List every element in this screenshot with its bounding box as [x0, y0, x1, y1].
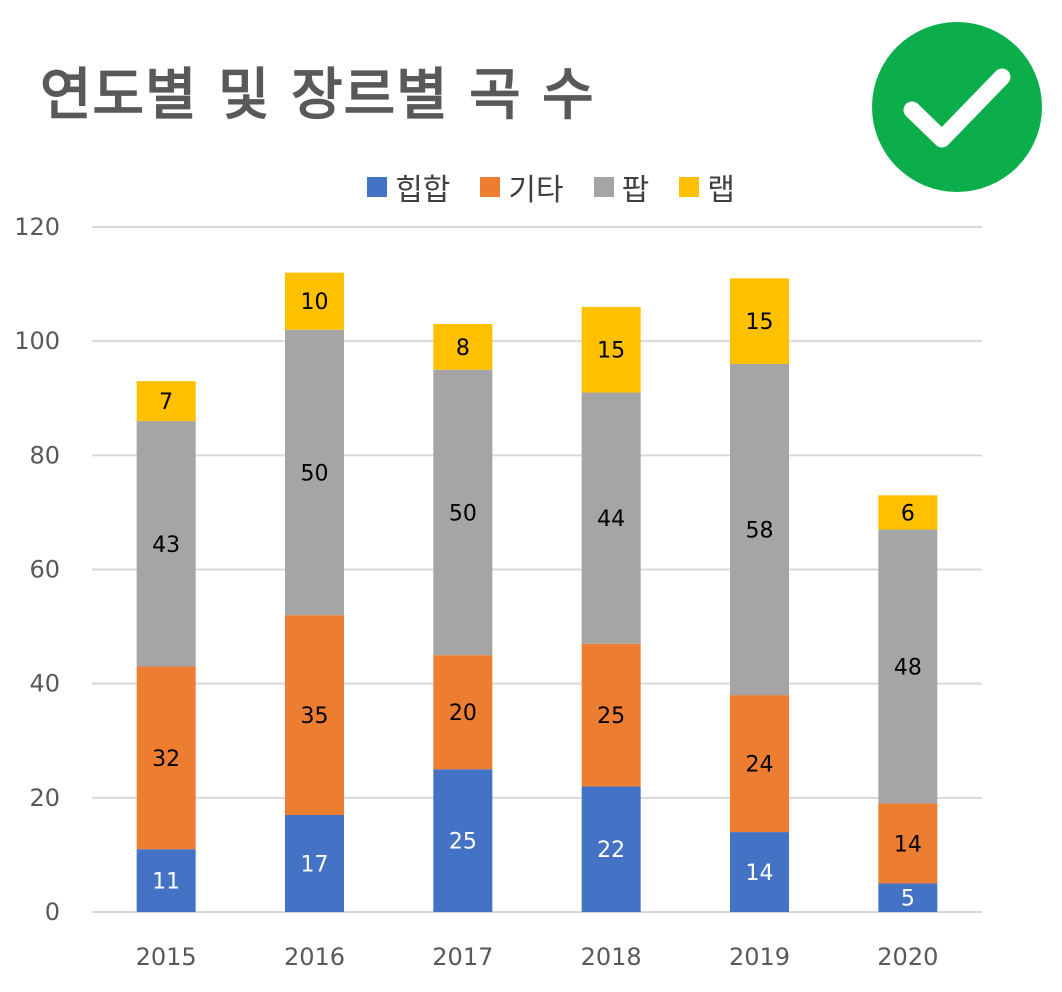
data-label: 58 [746, 519, 774, 544]
bar-segment [136, 421, 196, 667]
bar-segment [878, 803, 938, 884]
check-circle-icon [872, 22, 1042, 192]
x-tick-label: 2020 [877, 943, 938, 971]
data-label: 6 [901, 501, 915, 526]
legend-label: 팝 [621, 173, 650, 208]
data-label: 15 [597, 339, 625, 364]
bar-segment [285, 615, 344, 815]
bar-segment [581, 786, 641, 912]
y-tick-label: 0 [45, 898, 60, 926]
legend-label: 기타 [508, 173, 564, 208]
bar-segment [581, 392, 641, 644]
data-label: 8 [456, 336, 470, 361]
data-label: 17 [301, 852, 329, 877]
data-label: 11 [152, 870, 180, 895]
x-tick-label: 2015 [136, 943, 197, 971]
bar-segment [433, 655, 493, 770]
bar-segment [433, 324, 493, 370]
bar-segment [433, 369, 493, 656]
bar-segment [136, 666, 196, 850]
legend-swatch [593, 177, 614, 197]
bar-segment [878, 495, 938, 530]
bar-segment [285, 329, 344, 616]
data-label: 50 [301, 461, 329, 486]
data-label: 48 [894, 656, 922, 681]
bar-segment [136, 849, 196, 912]
data-label: 43 [152, 533, 180, 558]
bar-segment [285, 814, 344, 912]
data-label: 24 [746, 753, 774, 778]
data-label: 14 [746, 861, 774, 886]
y-tick-label: 100 [14, 327, 60, 355]
data-label: 22 [597, 838, 625, 863]
x-tick-label: 2017 [432, 943, 493, 971]
data-label: 20 [449, 701, 477, 726]
bar-segment [730, 695, 789, 833]
y-tick-label: 120 [14, 213, 60, 241]
legend-item: 힙합 [367, 165, 450, 209]
bar-segment [730, 832, 789, 912]
bar-segment [581, 643, 641, 787]
data-label: 7 [159, 390, 173, 415]
y-tick-label: 20 [29, 784, 60, 812]
bar-segment [730, 364, 789, 696]
data-label: 44 [597, 507, 625, 532]
legend-item: 랩 [679, 165, 735, 209]
bar-segment [730, 278, 789, 364]
legend-label: 힙합 [395, 173, 451, 208]
data-label: 25 [597, 704, 625, 729]
legend-item: 팝 [593, 165, 650, 209]
bar-segment [878, 529, 938, 804]
data-label: 25 [449, 830, 477, 855]
bar-segment [581, 306, 641, 393]
data-label: 5 [901, 887, 915, 912]
bar-segment [433, 769, 493, 912]
data-label: 15 [746, 310, 774, 335]
legend-swatch [679, 177, 700, 197]
bar-segment [136, 381, 196, 422]
y-tick-label: 80 [29, 441, 60, 469]
x-tick-label: 2019 [729, 943, 790, 971]
y-tick-label: 40 [29, 670, 60, 698]
bar-segment [878, 883, 938, 912]
data-label: 35 [301, 704, 329, 729]
data-label: 32 [152, 747, 180, 772]
legend-item: 기타 [480, 165, 564, 209]
data-label: 14 [894, 833, 922, 858]
y-tick-label: 60 [29, 556, 60, 584]
legend-swatch [367, 177, 388, 197]
legend-label: 랩 [707, 173, 735, 208]
x-tick-label: 2018 [581, 943, 642, 971]
bar-segment [285, 272, 344, 330]
x-tick-label: 2016 [284, 943, 345, 971]
data-label: 50 [449, 501, 477, 526]
data-label: 10 [301, 290, 329, 315]
legend: 힙합 기타 팝 랩 [0, 165, 1062, 209]
chart-title: 연도별 및 장르별 곡 수 [40, 63, 595, 128]
legend-swatch [480, 177, 501, 197]
